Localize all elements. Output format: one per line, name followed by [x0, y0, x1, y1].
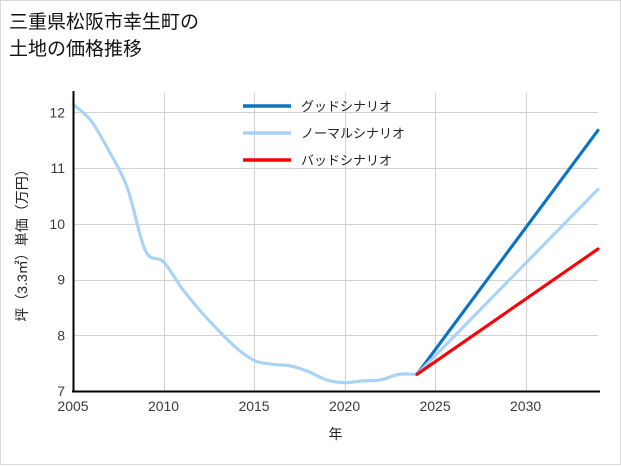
legend-label-1: ノーマルシナリオ — [301, 126, 405, 141]
x-tick-label: 2005 — [57, 398, 88, 414]
legend-label-0: グッドシナリオ — [301, 99, 392, 114]
x-tick-label: 2030 — [510, 398, 541, 414]
y-axis-title: 坪（3.3㎡）単価（万円） — [14, 162, 30, 321]
tick-labels-group: 7 8 9 10 11 12 2005 2010 2015 2020 2025 2030 — [49, 104, 541, 414]
x-tick-label: 2020 — [329, 398, 360, 414]
y-tick-label: 7 — [57, 383, 65, 399]
legend-label-2: バッドシナリオ — [301, 153, 392, 168]
y-tick-label: 11 — [50, 160, 65, 176]
x-tick-label: 2015 — [238, 398, 269, 414]
axes-group — [72, 91, 600, 393]
y-tick-label: 12 — [49, 104, 65, 120]
y-tick-label: 10 — [49, 216, 65, 232]
x-tick-label: 2025 — [419, 398, 450, 414]
series-line-normal — [415, 187, 600, 376]
y-tick-label: 8 — [57, 327, 65, 343]
series-line-history — [71, 102, 419, 385]
series-group — [71, 102, 600, 385]
x-axis-title: 年 — [329, 426, 343, 442]
axis-titles-group: 年 坪（3.3㎡）単価（万円） — [14, 162, 343, 442]
y-tick-label: 9 — [57, 272, 65, 288]
series-line-bad — [415, 247, 600, 376]
x-tick-label: 2010 — [148, 398, 179, 414]
series-line-good — [415, 128, 600, 376]
chart-title: 三重県松阪市幸生町の 土地の価格推移 — [9, 12, 200, 60]
